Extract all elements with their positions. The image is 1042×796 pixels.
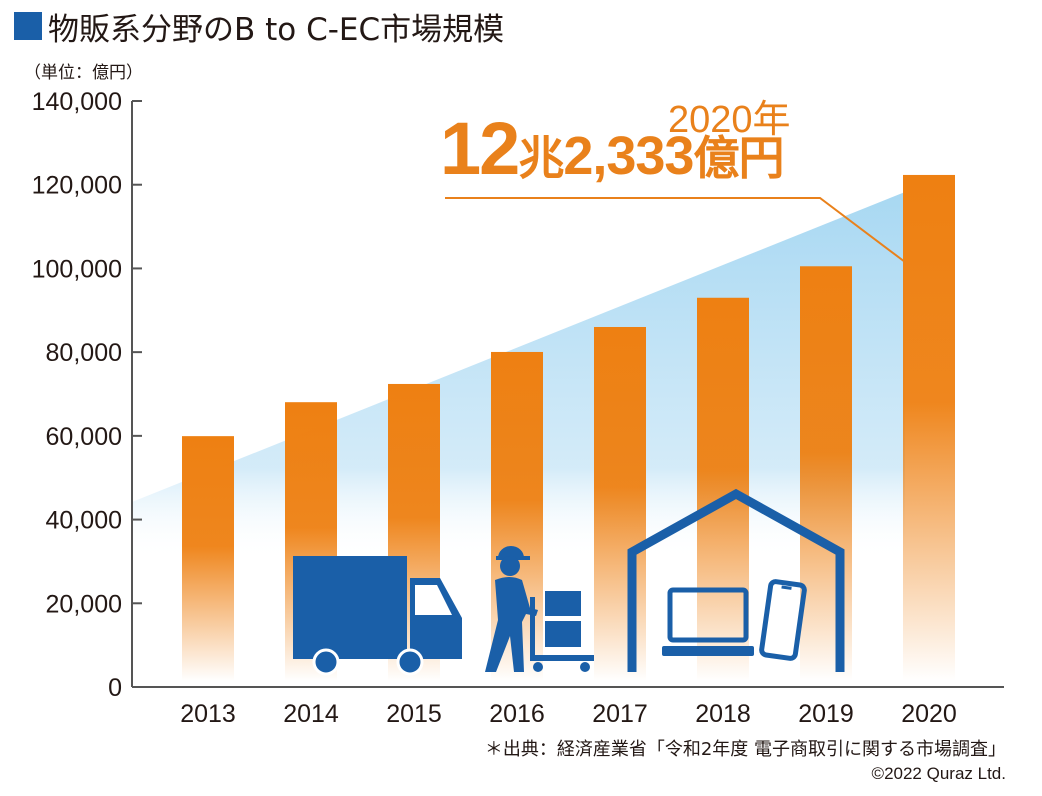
chart-title: 物販系分野のB to C-EC市場規模 xyxy=(14,6,505,48)
callout-year: 2020年 xyxy=(668,99,791,141)
bar-2017 xyxy=(594,326,646,681)
source-note: ＊出典：経済産業省「令和2年度 電子商取引に関する市場調査」 xyxy=(484,739,1006,760)
x-tick-label: 2018 xyxy=(695,700,751,728)
x-tick-label: 2015 xyxy=(386,700,442,728)
bar-2020 xyxy=(903,174,955,681)
x-tick-label: 2013 xyxy=(180,700,236,728)
bar-2018 xyxy=(697,297,749,681)
title-square-icon xyxy=(14,12,42,40)
callout-unit-cho: 兆 xyxy=(518,132,564,184)
callout-amount-oku: 2,333 xyxy=(563,126,694,186)
laptop-icon xyxy=(662,587,754,656)
copyright: ©2022 Quraz Ltd. xyxy=(871,764,1006,783)
x-axis: 2013 2014 2015 2016 2017 2018 2019 2020 xyxy=(132,686,1004,728)
unit-label: （単位：億円） xyxy=(24,63,143,83)
x-tick-label: 2020 xyxy=(901,700,957,728)
y-axis: 0 20,000 40,000 60,000 80,000 100,000 120,000 1… xyxy=(32,88,142,702)
y-tick-label: 60,000 xyxy=(46,423,122,451)
y-tick-label: 40,000 xyxy=(46,507,122,535)
x-tick-label: 2017 xyxy=(592,700,648,728)
y-tick-label: 20,000 xyxy=(46,590,122,618)
x-tick-label: 2019 xyxy=(798,700,854,728)
x-tick-label: 2016 xyxy=(489,700,545,728)
y-tick-label: 0 xyxy=(108,674,122,702)
delivery-worker-icon xyxy=(485,546,594,672)
callout-amount-trillion: 12 xyxy=(440,107,520,190)
house-icon xyxy=(627,488,845,672)
x-tick-label: 2014 xyxy=(283,700,339,728)
chart-title-text: 物販系分野のB to C-EC市場規模 xyxy=(48,11,505,48)
y-tick-label: 100,000 xyxy=(32,255,122,283)
delivery-truck-icon xyxy=(293,556,462,676)
bar-2013 xyxy=(182,436,234,681)
smartphone-icon xyxy=(759,579,807,661)
callout-total: 12兆2,333億円 xyxy=(440,106,784,191)
y-tick-label: 120,000 xyxy=(32,172,122,200)
callout-unit-okuen: 億円 xyxy=(693,132,784,184)
y-tick-label: 140,000 xyxy=(32,88,122,116)
y-tick-label: 80,000 xyxy=(46,339,122,367)
callout-leader-line xyxy=(445,197,906,263)
